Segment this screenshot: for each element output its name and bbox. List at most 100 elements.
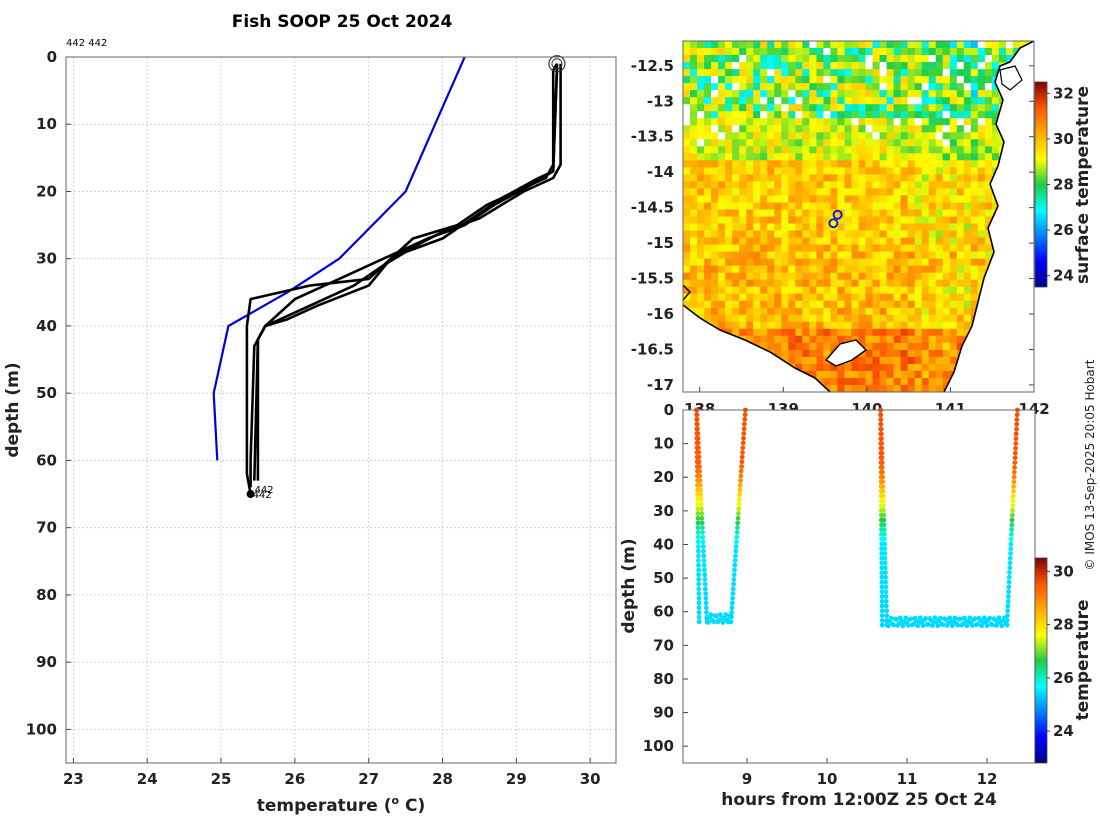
sst-cell xyxy=(823,265,831,274)
sst-cell xyxy=(711,83,719,91)
td-ytick-label: 50 xyxy=(653,569,674,587)
sst-cell xyxy=(970,118,979,126)
sst-cell xyxy=(767,174,775,182)
sst-cell xyxy=(711,293,719,302)
sst-cell xyxy=(851,104,860,112)
sst-cell xyxy=(697,209,705,218)
profile-ytick-label: 0 xyxy=(47,48,57,66)
sst-cell xyxy=(851,125,860,133)
sst-cell xyxy=(802,48,810,56)
sst-cell xyxy=(767,55,775,63)
sst-cell xyxy=(788,132,796,140)
sst-cell xyxy=(949,181,958,189)
sst-cell xyxy=(774,111,782,119)
sst-cell xyxy=(935,293,944,302)
sst-cell xyxy=(865,90,874,98)
sst-cell xyxy=(739,90,747,98)
sst-cell xyxy=(844,370,853,379)
sst-cell xyxy=(907,55,916,63)
sst-cell xyxy=(739,181,747,189)
sst-cell xyxy=(690,132,698,140)
sst-cell xyxy=(872,195,881,203)
sst-cell xyxy=(788,174,796,182)
sst-cell xyxy=(872,174,881,182)
sst-cell xyxy=(683,258,691,267)
sst-cell xyxy=(788,251,796,260)
sst-cell xyxy=(767,286,775,295)
sst-cell xyxy=(781,251,789,260)
sst-cell xyxy=(984,55,993,63)
sst-cell xyxy=(886,307,895,316)
td-point xyxy=(1011,479,1017,485)
td-point xyxy=(742,417,748,422)
sst-cell xyxy=(809,370,817,379)
sst-cell xyxy=(900,321,909,330)
sst-cell xyxy=(851,118,860,126)
sst-cell xyxy=(1005,48,1014,56)
sst-cell xyxy=(935,48,944,56)
sst-cell xyxy=(984,48,993,56)
sst-cell xyxy=(879,90,888,98)
td-point xyxy=(736,511,741,516)
sst-cell xyxy=(956,272,965,281)
sst-cell xyxy=(865,279,874,288)
sst-cell xyxy=(893,300,902,309)
sst-cell xyxy=(907,41,916,49)
sst-cell xyxy=(851,363,860,372)
sst-cell xyxy=(844,286,853,295)
sst-cell xyxy=(830,230,838,239)
sst-cell xyxy=(928,272,937,281)
sst-cell xyxy=(788,48,796,56)
sst-cell xyxy=(788,125,796,133)
sst-cell xyxy=(760,251,768,260)
sst-cell xyxy=(865,314,874,323)
sst-cell xyxy=(746,132,754,140)
sst-cell xyxy=(865,76,874,84)
sst-cell xyxy=(704,265,712,274)
sst-cell xyxy=(767,321,775,330)
sst-cell xyxy=(1020,41,1028,49)
sst-cell xyxy=(690,118,698,126)
sst-cell xyxy=(837,111,845,119)
map-ytick-label: -14.5 xyxy=(631,199,674,217)
sst-cell xyxy=(690,174,698,182)
sst-cell xyxy=(851,167,860,175)
sst-cell xyxy=(949,118,958,126)
sst-cell xyxy=(774,69,782,77)
sst-cell xyxy=(963,272,972,281)
sst-cell xyxy=(781,272,789,281)
sst-cell xyxy=(781,167,789,175)
sst-cell xyxy=(767,209,775,218)
sst-cell xyxy=(704,237,712,246)
sst-cell xyxy=(837,265,845,274)
sst-cell xyxy=(928,293,937,302)
sst-cell xyxy=(921,321,930,330)
sst-cell xyxy=(837,195,845,203)
sst-cell xyxy=(830,202,838,211)
sst-cell xyxy=(879,48,888,56)
sst-cell xyxy=(886,41,895,49)
td-point xyxy=(696,619,702,625)
sst-cell xyxy=(977,237,986,246)
sst-cell xyxy=(921,83,930,91)
sst-cell xyxy=(760,195,768,203)
sst-cell xyxy=(844,195,853,203)
sst-cell xyxy=(823,146,831,154)
sst-cell xyxy=(683,293,691,302)
td-point xyxy=(699,520,705,526)
sst-cell xyxy=(802,237,810,246)
td-point xyxy=(1008,536,1014,542)
sst-cell xyxy=(795,349,803,358)
sst-cell xyxy=(921,314,930,323)
sst-cell xyxy=(900,48,909,56)
sst-cell xyxy=(963,83,972,91)
sst-cell xyxy=(984,181,993,189)
sst-cell xyxy=(935,69,944,77)
td-point xyxy=(733,544,739,549)
sst-cell xyxy=(970,160,979,168)
sst-cell xyxy=(956,69,965,77)
sst-cell xyxy=(732,76,740,84)
sst-cell xyxy=(809,132,817,140)
sst-cell xyxy=(858,356,867,365)
sst-cell xyxy=(816,223,824,232)
